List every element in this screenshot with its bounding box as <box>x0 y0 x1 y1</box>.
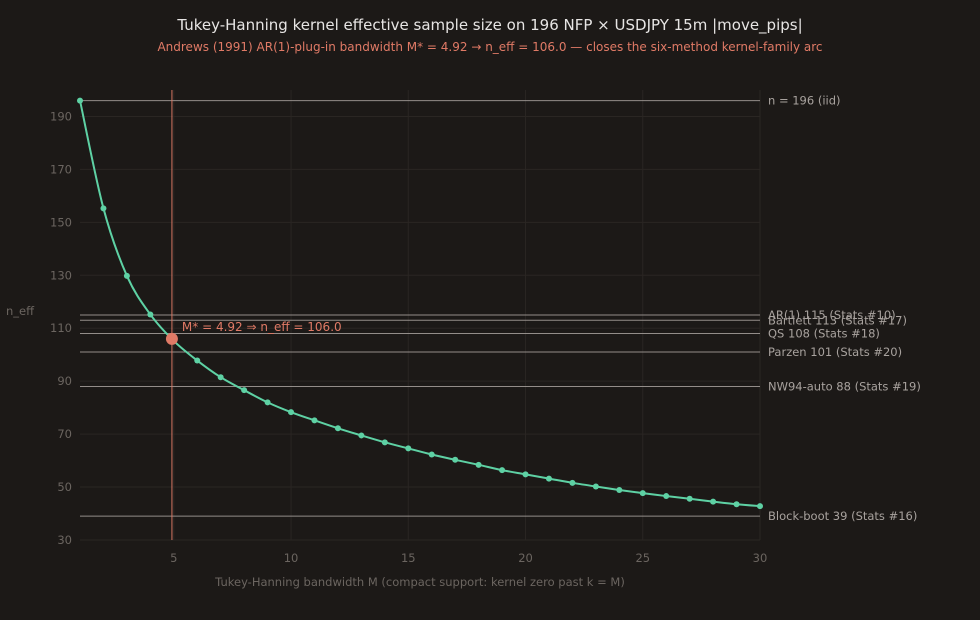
x-tick-label: 25 <box>635 551 650 565</box>
data-point <box>428 451 435 458</box>
y-axis-label: n_eff <box>6 304 35 318</box>
data-point <box>710 498 717 505</box>
reference-label: Block-boot 39 (Stats #16) <box>768 509 917 523</box>
data-point <box>241 387 248 394</box>
data-point <box>334 425 341 432</box>
data-point <box>475 461 482 468</box>
y-tick-label: 50 <box>57 480 72 494</box>
reference-label: NW94-auto 88 (Stats #19) <box>768 379 921 393</box>
x-axis-label: Tukey-Hanning bandwidth M (compact suppo… <box>214 575 625 589</box>
chart-subtitle: Andrews (1991) AR(1)-plug-in bandwidth M… <box>157 40 822 54</box>
data-point <box>733 501 740 508</box>
data-point <box>194 357 201 364</box>
data-point <box>264 399 271 406</box>
y-tick-label: 70 <box>57 427 72 441</box>
data-point <box>405 445 412 452</box>
data-point <box>358 432 365 439</box>
series: M* = 4.92 ⇒ n_eff = 106.0 <box>77 97 763 510</box>
reference-lines: n = 196 (iid) AR(1) 115 (Stats #10)Bartle… <box>80 94 921 523</box>
highlight-point <box>165 332 178 345</box>
reference-label: Bartlett 113 (Stats #17) <box>768 313 907 327</box>
y-tick-label: 170 <box>50 162 72 176</box>
axis-ticks: 30 50 70 90 110 130 150 170 190 5 10 15 20 25 30 <box>50 109 767 565</box>
x-tick-label: 20 <box>518 551 533 565</box>
data-point <box>452 456 459 463</box>
y-tick-label: 150 <box>50 215 72 229</box>
data-point <box>663 493 670 500</box>
data-point <box>288 409 295 416</box>
series-line <box>79 100 761 508</box>
data-point <box>592 483 599 490</box>
data-point <box>616 486 623 493</box>
data-point <box>77 97 83 104</box>
data-point <box>545 475 552 482</box>
data-point <box>100 205 107 212</box>
y-tick-label: 130 <box>50 268 72 282</box>
reference-label: AR(1) 115 (Stats #10) <box>768 308 896 322</box>
y-tick-label: 110 <box>50 321 72 335</box>
highlight-label: M* = 4.92 ⇒ n_eff = 106.0 <box>182 320 342 334</box>
reference-label: QS 108 (Stats #18) <box>768 327 880 341</box>
chart-title: Tukey-Hanning kernel effective sample si… <box>176 16 802 35</box>
data-point <box>522 471 529 478</box>
y-tick-label: 30 <box>57 533 72 547</box>
data-point <box>147 311 154 318</box>
reference-label: Parzen 101 (Stats #20) <box>768 345 902 359</box>
data-point <box>381 439 388 446</box>
reference-label: n = 196 (iid) <box>768 94 841 108</box>
data-point <box>569 479 576 486</box>
data-point <box>639 490 646 497</box>
data-point <box>686 495 693 502</box>
x-tick-label: 30 <box>753 551 768 565</box>
x-tick-label: 5 <box>170 551 177 565</box>
data-point <box>123 272 130 279</box>
y-tick-label: 190 <box>50 109 72 123</box>
x-tick-label: 15 <box>401 551 416 565</box>
x-tick-label: 10 <box>284 551 299 565</box>
data-point <box>757 503 763 510</box>
data-point <box>499 467 506 474</box>
data-point <box>217 374 224 381</box>
data-point <box>311 417 318 424</box>
y-tick-label: 90 <box>57 374 72 388</box>
